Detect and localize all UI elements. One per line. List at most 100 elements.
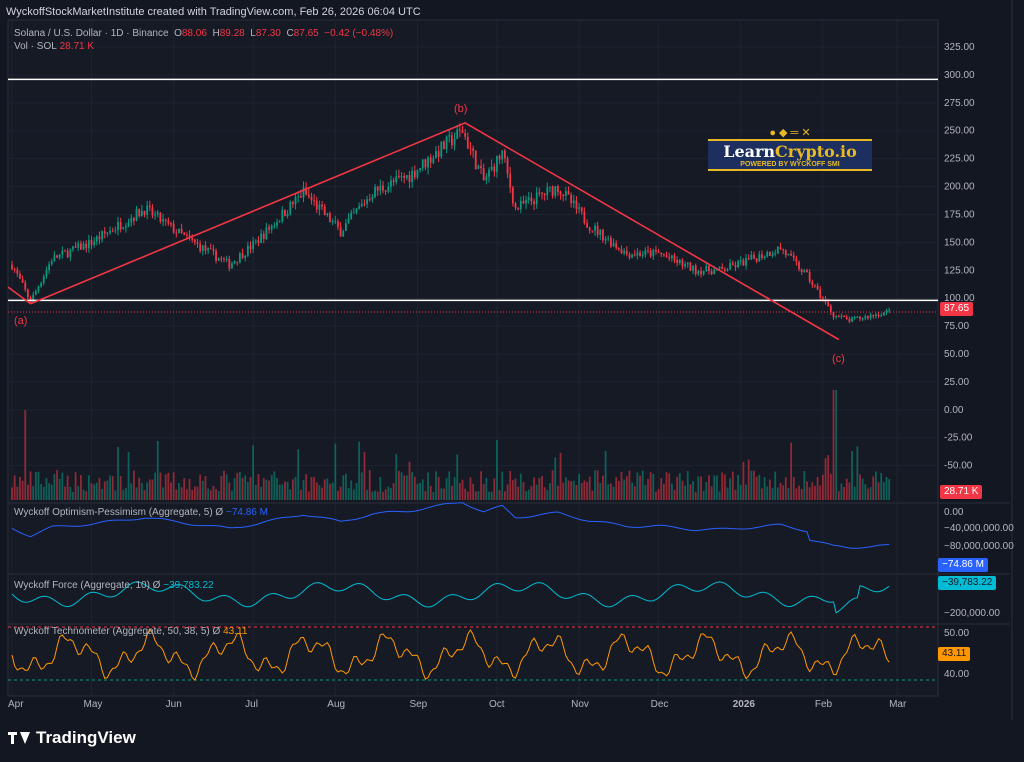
volume-bar xyxy=(535,484,538,500)
volume-bar xyxy=(193,486,196,500)
volume-bar xyxy=(77,486,80,500)
volume-bar xyxy=(716,475,718,500)
candle xyxy=(329,213,331,223)
candle xyxy=(119,222,122,230)
volume-bar xyxy=(586,481,588,500)
candle xyxy=(663,254,665,256)
volume-bar xyxy=(686,471,689,500)
volume-bar xyxy=(803,470,806,500)
candle xyxy=(851,317,853,322)
volume-bar xyxy=(419,482,421,500)
volume-bar xyxy=(625,476,628,500)
time-tick-label: Aug xyxy=(327,699,345,710)
volume-bar xyxy=(530,486,533,500)
volume-bar xyxy=(453,477,456,500)
volume-bar xyxy=(371,491,374,500)
volume-bar xyxy=(239,472,241,500)
volume-bar xyxy=(212,485,215,500)
candle xyxy=(615,243,618,248)
volume-bar xyxy=(482,484,485,500)
candle xyxy=(315,200,318,210)
candle xyxy=(305,187,308,195)
candle xyxy=(623,250,626,254)
op-value: −74.86 M xyxy=(226,507,268,518)
open-value: 88.06 xyxy=(181,28,207,39)
price-tick-label: 300.00 xyxy=(944,70,975,81)
candle xyxy=(697,270,700,275)
candle xyxy=(207,248,209,251)
candle xyxy=(641,254,644,256)
candle xyxy=(554,186,557,196)
candle xyxy=(509,173,512,188)
candle xyxy=(228,258,231,269)
volume-bar xyxy=(848,482,851,500)
candle xyxy=(750,254,753,260)
candle xyxy=(602,229,604,241)
volume-bar xyxy=(739,484,742,500)
candle xyxy=(82,243,85,250)
candle xyxy=(869,314,872,319)
volume-bar xyxy=(278,484,281,500)
volume-bar xyxy=(864,484,867,500)
tech-legend: Wyckoff Technometer (Aggregate, 50, 38, … xyxy=(14,626,247,637)
price-tick-label: 100.00 xyxy=(944,293,975,304)
candle xyxy=(538,192,541,194)
volume-bar xyxy=(792,477,795,500)
volume-bar xyxy=(612,486,615,500)
candle xyxy=(875,314,877,317)
candle xyxy=(729,263,732,270)
indicator-tick-label: 40.00 xyxy=(944,669,969,680)
volume-bar xyxy=(127,451,130,500)
volume-bar xyxy=(554,457,557,500)
candle xyxy=(753,254,755,259)
candle xyxy=(21,278,24,283)
high-label: H xyxy=(212,28,220,39)
volume-bar xyxy=(472,483,474,500)
candle xyxy=(135,208,138,221)
candle xyxy=(196,242,199,244)
volume-bar xyxy=(456,454,459,500)
candle xyxy=(58,254,61,258)
candle xyxy=(440,141,443,157)
volume-bar xyxy=(228,482,231,500)
volume-bar xyxy=(265,479,268,500)
volume-bar xyxy=(880,472,883,500)
candle xyxy=(191,237,194,240)
candle xyxy=(448,135,451,137)
volume-bar xyxy=(869,487,872,500)
crypto-icons: ● ◆ ═ ✕ xyxy=(769,127,811,139)
volume-bar xyxy=(594,470,596,500)
candle xyxy=(737,261,739,268)
candle xyxy=(281,210,284,222)
candle xyxy=(85,243,88,249)
wave-trendline xyxy=(30,122,840,341)
volume-bar xyxy=(877,482,880,500)
tech-value: 43.11 xyxy=(223,626,248,637)
candle xyxy=(763,256,766,259)
candle xyxy=(477,165,480,170)
volume-bar xyxy=(294,476,297,500)
volume-bar xyxy=(750,470,753,500)
candle xyxy=(276,222,278,226)
volume-bar xyxy=(186,489,188,500)
candle xyxy=(567,191,570,195)
price-tick-label: -50.00 xyxy=(944,461,973,472)
candle xyxy=(231,263,233,269)
candle xyxy=(692,265,694,271)
candle xyxy=(384,190,387,192)
indicator-tick-label: −40,000,000.00 xyxy=(944,523,1014,534)
volume-bar xyxy=(527,489,530,500)
volume-bar xyxy=(209,490,212,500)
volume-bar xyxy=(220,475,223,500)
low-label: L xyxy=(250,28,256,39)
price-tick-label: 150.00 xyxy=(944,237,975,248)
candle xyxy=(700,270,702,275)
volume-bar xyxy=(318,485,321,500)
volume-bar xyxy=(811,482,814,500)
volume-bar xyxy=(533,477,535,500)
tradingview-logo[interactable]: TradingView xyxy=(8,728,136,748)
candle xyxy=(111,230,114,232)
candle xyxy=(774,253,777,255)
